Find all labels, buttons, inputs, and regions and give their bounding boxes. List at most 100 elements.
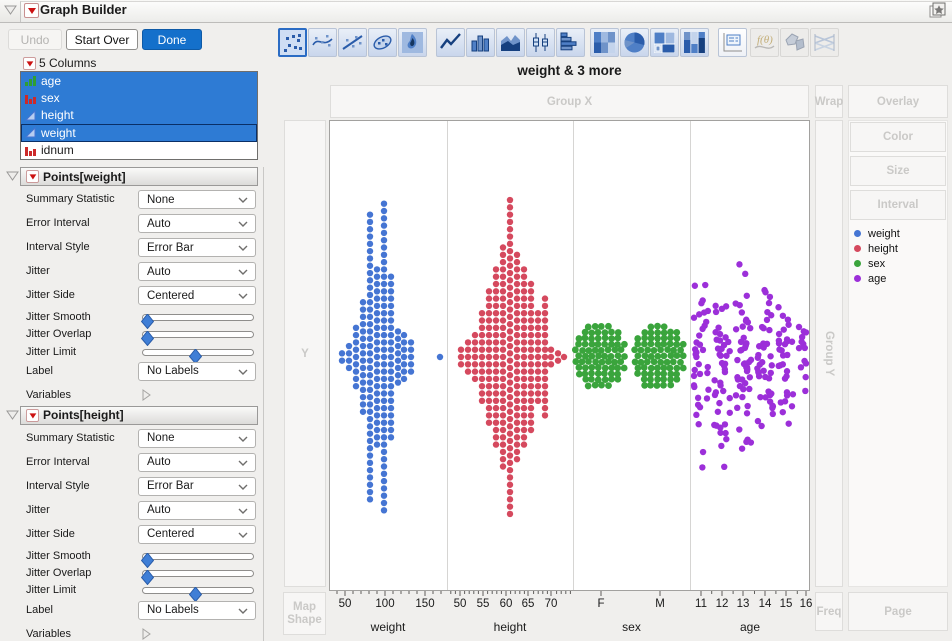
control-label: Jitter Smooth	[26, 311, 91, 323]
group-y-label: Group Y	[823, 330, 835, 377]
red-triangle-menu-icon[interactable]	[24, 3, 39, 18]
drop-zone-page[interactable]: Page	[848, 592, 948, 631]
plot-svg[interactable]	[329, 120, 810, 600]
slider-handle[interactable]	[141, 552, 154, 568]
column-item-weight[interactable]: weight	[21, 124, 257, 142]
jitter-overlap-slider[interactable]	[141, 570, 254, 586]
panel-header-points-height[interactable]: Points[height]	[20, 405, 258, 425]
panel-header-points-weight[interactable]: Points[weight]	[20, 167, 258, 186]
histogram-icon[interactable]	[556, 28, 585, 57]
legend-marker	[854, 275, 861, 282]
sex-points[interactable]	[571, 322, 687, 390]
control-label: Variables	[26, 388, 72, 401]
panel-collapse-icon[interactable]	[6, 410, 19, 421]
control-label: Label	[26, 603, 53, 616]
plot-area[interactable]	[329, 120, 810, 600]
interval-style-dropdown[interactable]: Error Bar	[138, 476, 256, 496]
slider-handle[interactable]	[141, 314, 154, 329]
jitter-smooth-slider[interactable]	[141, 314, 254, 329]
ellipse-icon[interactable]	[368, 28, 397, 57]
weight-axis-title[interactable]: weight	[370, 620, 406, 634]
control-panels: Points[weight] Summary Statistic None Error…	[6, 167, 258, 641]
control-label: Jitter Overlap	[26, 567, 92, 580]
bar-chart-icon[interactable]	[466, 28, 495, 57]
drop-zone-color[interactable]: Color	[850, 122, 946, 152]
height-points[interactable]	[457, 196, 568, 518]
height-tick-label: 65	[521, 598, 535, 610]
legend-marker	[854, 230, 861, 237]
jitter-smooth-slider[interactable]	[141, 552, 254, 568]
done-button[interactable]: Done	[142, 29, 202, 50]
red-triangle-menu-icon[interactable]	[26, 170, 39, 183]
jitter-side-dropdown[interactable]: Centered	[138, 524, 256, 544]
area-chart-icon[interactable]	[496, 28, 525, 57]
jitter-limit-slider[interactable]	[142, 587, 254, 603]
drop-zone-wrap[interactable]: Wrap	[815, 85, 843, 118]
label-dropdown[interactable]: No Labels	[138, 600, 256, 620]
drop-zone-y[interactable]: Y	[284, 120, 326, 587]
box-plot-icon[interactable]	[526, 28, 555, 57]
smoother-icon[interactable]	[308, 28, 337, 57]
variables-disclosure-icon[interactable]	[142, 627, 152, 641]
nominal-icon	[25, 146, 36, 156]
drop-zone-map-shape[interactable]: Map Shape	[283, 592, 326, 635]
legend-item-weight[interactable]: weight	[854, 226, 900, 241]
drop-zone-group-x[interactable]: Group X	[330, 85, 809, 118]
label-dropdown[interactable]: No Labels	[138, 361, 256, 381]
pie-chart-icon[interactable]	[620, 28, 649, 57]
treemap-icon[interactable]	[650, 28, 679, 57]
jitter-side-dropdown[interactable]: Centered	[138, 286, 256, 305]
age-axis-title[interactable]: age	[739, 620, 761, 634]
drop-zone-freq[interactable]: Freq	[815, 592, 843, 631]
layers-star-icon[interactable]	[929, 2, 946, 19]
legend-item-sex[interactable]: sex	[854, 256, 900, 271]
weight-points[interactable]	[338, 200, 444, 514]
summary-statistic-dropdown[interactable]: None	[138, 190, 256, 209]
drop-zone-interval[interactable]: Interval	[850, 190, 946, 220]
weight-tick-label: 100	[375, 598, 395, 610]
columns-red-triangle-icon[interactable]	[23, 57, 36, 70]
column-item-age[interactable]: age	[21, 72, 257, 90]
panel-collapse-icon[interactable]	[6, 171, 19, 182]
undo-button[interactable]: Undo	[8, 29, 62, 50]
age-points[interactable]	[690, 261, 810, 471]
chevron-down-icon	[238, 508, 248, 514]
legend-item-height[interactable]: height	[854, 241, 900, 256]
panel-title: Points[weight]	[43, 169, 126, 184]
jitter-dropdown[interactable]: Auto	[138, 262, 256, 281]
start-over-button[interactable]: Start Over	[66, 29, 138, 50]
heatmap-icon[interactable]	[590, 28, 619, 57]
caption-box-icon[interactable]	[718, 28, 747, 57]
error-interval-dropdown[interactable]: Auto	[138, 214, 256, 233]
chevron-down-icon	[238, 436, 248, 442]
error-interval-dropdown[interactable]: Auto	[138, 452, 256, 472]
jitter-overlap-slider[interactable]	[141, 331, 254, 347]
height-axis-title[interactable]: height	[493, 620, 527, 634]
control-label: Interval Style	[26, 479, 90, 492]
contour-icon[interactable]	[398, 28, 427, 57]
legend-item-age[interactable]: age	[854, 271, 900, 286]
interval-style-dropdown[interactable]: Error Bar	[138, 238, 256, 257]
line-chart-icon[interactable]	[436, 28, 465, 57]
slider-handle[interactable]	[141, 570, 154, 586]
slider-handle[interactable]	[141, 331, 154, 347]
column-item-sex[interactable]: sex	[21, 89, 257, 107]
summary-statistic-dropdown[interactable]: None	[138, 428, 256, 448]
drop-zone-overlay[interactable]: Overlay	[848, 85, 948, 118]
age-tick-label: 16	[799, 598, 813, 610]
line-of-fit-icon[interactable]	[338, 28, 367, 57]
variables-disclosure-icon[interactable]	[142, 388, 152, 402]
red-triangle-menu-icon[interactable]	[26, 409, 39, 422]
jitter-dropdown[interactable]: Auto	[138, 500, 256, 520]
column-item-height[interactable]: height	[21, 106, 257, 125]
continuous-icon	[24, 109, 36, 121]
height-axis-ticks	[450, 591, 571, 596]
drop-zone-group-y[interactable]: Group Y	[815, 120, 843, 587]
collapse-triangle-icon[interactable]	[4, 5, 17, 16]
drop-zone-size[interactable]: Size	[850, 156, 946, 186]
points-icon[interactable]	[278, 28, 307, 57]
jitter-limit-slider[interactable]	[142, 348, 254, 364]
column-item-idnum[interactable]: idnum	[21, 142, 257, 159]
sex-axis-title[interactable]: sex	[622, 620, 641, 634]
mosaic-icon[interactable]	[680, 28, 709, 57]
